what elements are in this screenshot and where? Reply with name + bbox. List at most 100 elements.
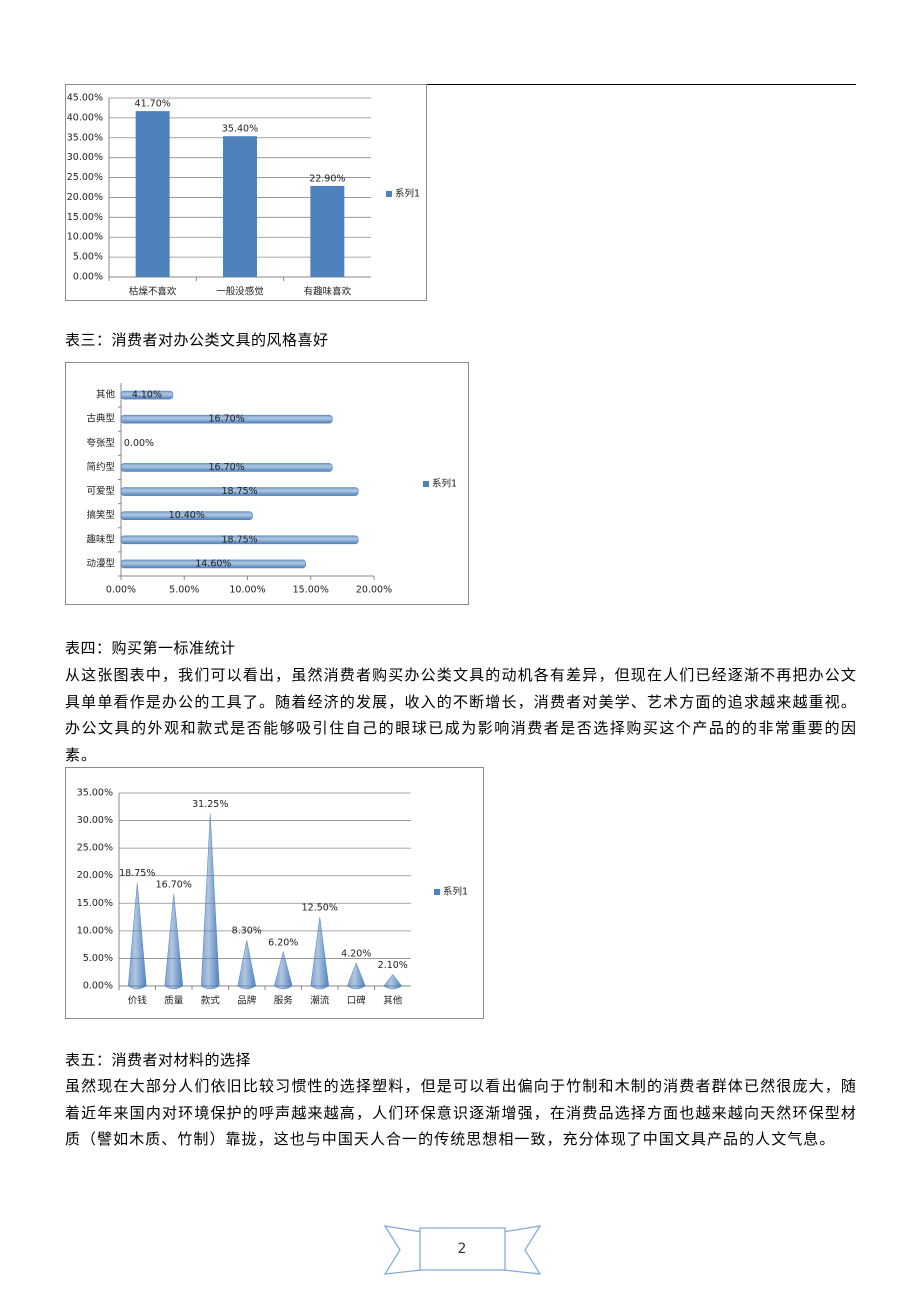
value-label: 4.20% (341, 948, 371, 959)
y-tick-label: 25.00% (67, 172, 103, 183)
y-tick-label: 0.00% (73, 272, 103, 283)
bar (223, 136, 257, 277)
y-tick-label: 20.00% (67, 192, 103, 203)
category-label: 可爱型 (86, 485, 115, 497)
legend-label: 系列1 (395, 188, 420, 200)
value-label: 4.10% (132, 390, 162, 401)
value-label: 12.50% (302, 903, 338, 914)
legend-swatch (434, 889, 440, 895)
category-label: 简约型 (86, 461, 115, 473)
caption: 表三：消费者对办公类文具的风格喜好 (65, 331, 329, 349)
category-label: 款式 (201, 995, 221, 1007)
y-tick-label: 30.00% (77, 815, 113, 826)
cone-chart: 0.00% 5.00% 10.00% 15.00% 20.00% 25.00% 30.00%… (65, 767, 484, 1019)
bar (120, 414, 333, 424)
value-label: 10.40% (169, 510, 205, 521)
paragraph: 虽然现在大部分人们依旧比较习惯性的选择塑料，但是可以看出偏向于竹制和木制的消费者… (65, 1077, 857, 1148)
y-tick-label: 25.00% (77, 843, 113, 854)
value-label: 18.75% (221, 534, 257, 545)
category-label: 口碑 (347, 995, 367, 1007)
value-label: 0.00% (124, 438, 154, 449)
bar (120, 511, 253, 520)
category-label: 趣味型 (86, 533, 115, 545)
bar (120, 535, 359, 545)
category-label: 其他 (383, 995, 403, 1007)
bar (120, 559, 306, 569)
value-label: 18.75% (221, 486, 257, 497)
legend-swatch (386, 191, 392, 197)
page-number: 2 (458, 1241, 467, 1257)
x-tick-label: 15.00% (293, 585, 329, 596)
value-label: 2.10% (378, 960, 408, 971)
page-number-ribbon: 2 (383, 1225, 542, 1275)
bar-chart: 0.00% 5.00% 10.00% 15.00% 20.00% 25.00% 30.00%… (65, 84, 427, 301)
cone (200, 813, 220, 990)
category-label: 有趣味喜欢 (304, 286, 352, 298)
category-label: 一般没感觉 (216, 286, 264, 298)
legend-swatch (423, 481, 429, 487)
y-tick-label: 30.00% (67, 152, 103, 163)
y-tick-label: 0.00% (83, 981, 113, 992)
legend-label: 系列1 (443, 886, 468, 898)
value-label: 8.30% (232, 926, 262, 937)
caption: 表四：购买第一标准统计 (65, 639, 236, 657)
cone (237, 940, 257, 990)
paragraph: 从这张图表中，我们可以看出，虽然消费者购买办公类文具的动机各有差异，但现在人们已… (65, 666, 857, 764)
value-label: 6.20% (268, 937, 298, 948)
category-label: 品牌 (237, 995, 257, 1007)
category-label: 潮流 (310, 995, 330, 1007)
category-label: 其他 (96, 389, 116, 401)
category-label: 价钱 (128, 995, 148, 1007)
value-label: 22.90% (309, 173, 345, 184)
cone (310, 917, 330, 990)
value-label: 35.40% (222, 124, 258, 135)
y-tick-label: 40.00% (67, 112, 103, 123)
horizontal-bar-chart: 0.00% 5.00% 10.00% 15.00% 20.00% 其他 4.10% 古典型 16… (65, 362, 469, 605)
category-label: 枯燥不喜欢 (129, 286, 177, 298)
category-label: 服务 (274, 995, 294, 1007)
bar (120, 463, 333, 472)
bar (120, 487, 359, 496)
category-label: 夸张型 (86, 437, 115, 449)
cone (273, 950, 293, 990)
ribbon-right (502, 1225, 542, 1275)
y-tick-label: 45.00% (67, 93, 103, 104)
cone (383, 974, 403, 990)
value-label: 31.25% (192, 799, 228, 810)
y-tick-label: 35.00% (77, 788, 113, 799)
y-tick-label: 35.00% (67, 132, 103, 143)
x-tick-label: 5.00% (169, 585, 199, 596)
bar (120, 390, 174, 400)
cone (127, 882, 147, 990)
y-tick-label: 15.00% (77, 898, 113, 909)
ribbon-center (419, 1227, 506, 1271)
value-label: 16.70% (209, 414, 245, 425)
value-label: 16.70% (209, 462, 245, 473)
y-tick-label: 20.00% (77, 870, 113, 881)
y-tick-label: 15.00% (67, 212, 103, 223)
bar (135, 111, 170, 277)
category-label: 动漫型 (86, 557, 115, 569)
value-label: 18.75% (119, 868, 155, 879)
x-tick-label: 0.00% (106, 585, 136, 596)
y-tick-label: 5.00% (73, 252, 103, 263)
ribbon-left (383, 1225, 423, 1275)
cone (346, 962, 366, 990)
y-tick-label: 10.00% (67, 232, 103, 243)
x-tick-label: 10.00% (229, 585, 265, 596)
legend-label: 系列1 (432, 478, 457, 490)
cone (164, 893, 184, 990)
caption: 表五：消费者对材料的选择 (65, 1051, 252, 1069)
value-label: 14.60% (195, 558, 231, 569)
category-label: 质量 (164, 995, 184, 1007)
category-label: 古典型 (86, 413, 115, 425)
category-label: 搞笑型 (86, 509, 115, 521)
x-tick-label: 20.00% (356, 585, 392, 596)
y-tick-label: 5.00% (83, 953, 113, 964)
header-rule (65, 84, 856, 85)
value-label: 16.70% (156, 879, 192, 890)
value-label: 41.70% (135, 99, 171, 110)
bar (310, 185, 345, 277)
y-tick-label: 10.00% (77, 925, 113, 936)
